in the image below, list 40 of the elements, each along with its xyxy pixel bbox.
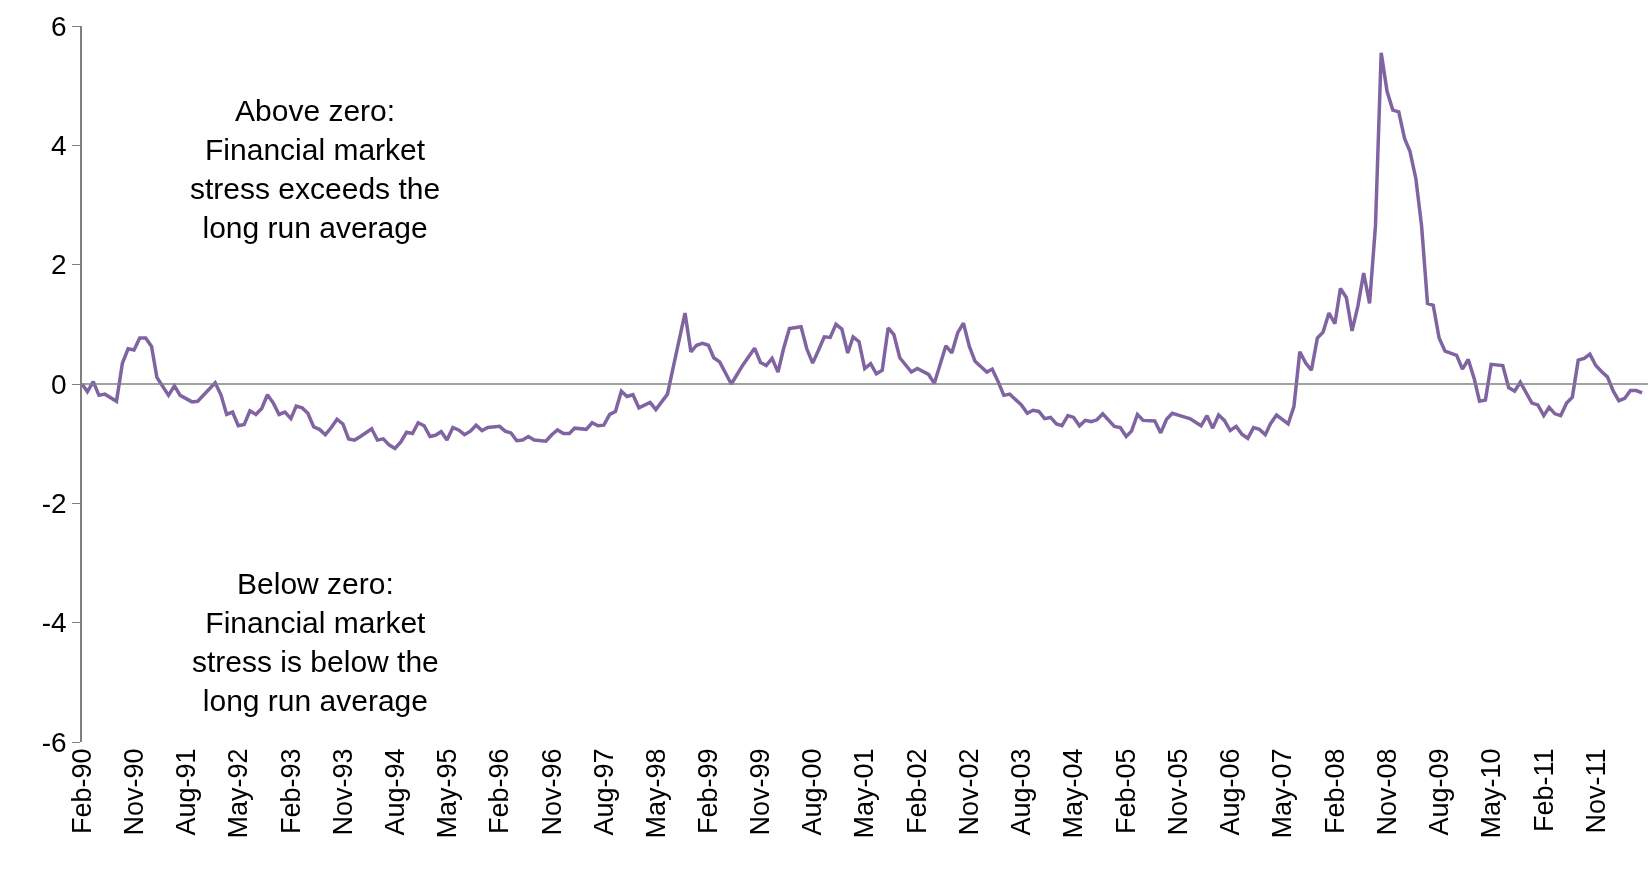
y-tick-label: -6 xyxy=(41,726,67,758)
x-tick-label: Feb-08 xyxy=(1319,748,1350,834)
x-tick-label: Aug-03 xyxy=(1006,748,1037,836)
x-tick-label: Aug-00 xyxy=(797,748,828,836)
x-tick-label: Aug-09 xyxy=(1423,748,1454,836)
x-tick-label: May-01 xyxy=(849,748,880,839)
line-series xyxy=(82,51,1644,451)
y-tick-label: 6 xyxy=(51,10,67,42)
y-tick-label: 2 xyxy=(51,249,67,281)
x-tick-label: Feb-93 xyxy=(275,748,306,834)
x-tick-label: May-04 xyxy=(1058,748,1089,839)
x-tick-label: May-07 xyxy=(1267,748,1298,839)
x-tick-label: Feb-05 xyxy=(1110,748,1141,834)
x-tick-label: Nov-08 xyxy=(1371,748,1402,836)
x-tick-label: Feb-11 xyxy=(1528,748,1559,832)
x-tick-label: Nov-11 xyxy=(1580,748,1611,834)
x-tick-label: May-10 xyxy=(1475,748,1506,839)
x-tick-label: Feb-90 xyxy=(66,748,97,834)
x-tick-label: May-92 xyxy=(223,748,254,839)
x-tick-label: Nov-96 xyxy=(536,748,567,836)
x-tick-label: May-98 xyxy=(640,748,671,839)
x-tick-label: Nov-02 xyxy=(954,748,985,836)
x-tick-label: May-95 xyxy=(431,748,462,839)
x-tick-label: Aug-97 xyxy=(588,748,619,836)
y-tick-label: 0 xyxy=(51,368,67,400)
x-tick-label: Nov-93 xyxy=(327,748,358,836)
x-tick-label: Aug-06 xyxy=(1215,748,1246,836)
annotation: Below zero: Financial market stress is below the long run average xyxy=(192,567,439,717)
x-tick-label: Nov-99 xyxy=(745,748,776,836)
y-tick-label: -4 xyxy=(41,607,67,639)
x-tick-label: Aug-94 xyxy=(379,748,410,836)
y-tick-label: 4 xyxy=(51,130,67,162)
y-tick-label: -2 xyxy=(41,488,67,520)
x-tick-label: Feb-99 xyxy=(693,748,724,834)
x-tick-label: Feb-02 xyxy=(902,748,933,834)
x-tick-label: Nov-05 xyxy=(1162,748,1193,836)
x-tick-label: Feb-96 xyxy=(484,748,515,834)
annotation: Above zero: Financial market stress exceeds the long run average xyxy=(190,94,441,244)
x-tick-label: Aug-91 xyxy=(170,748,201,836)
x-tick-label: Nov-90 xyxy=(118,748,149,836)
